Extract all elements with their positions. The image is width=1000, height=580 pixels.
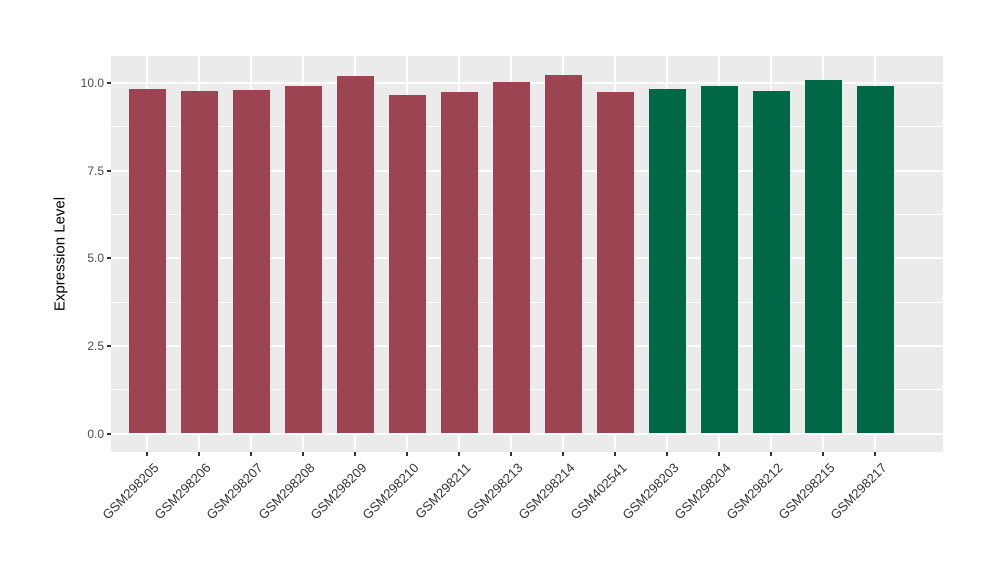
y-tick-label: 7.5: [87, 163, 104, 178]
x-tick-mark: [198, 452, 201, 456]
y-tick-mark: [107, 344, 111, 347]
bar-GSM298207: [233, 89, 270, 434]
y-tick-mark: [107, 169, 111, 172]
bar-GSM298215: [805, 80, 842, 434]
plot-panel: [111, 56, 943, 452]
y-tick-mark: [107, 257, 111, 260]
bar-GSM298211: [441, 92, 478, 434]
x-tick-mark: [822, 452, 825, 456]
y-tick-label: 10.0: [80, 76, 104, 90]
x-tick-mark: [562, 452, 565, 456]
x-tick-mark: [510, 452, 513, 456]
x-tick-mark: [406, 452, 409, 456]
y-tick-mark: [107, 432, 111, 435]
bar-GSM298212: [753, 91, 790, 434]
bar-GSM298213: [493, 82, 530, 434]
bar-GSM298205: [129, 88, 166, 434]
x-tick-mark: [250, 452, 253, 456]
y-tick-label: 0.0: [87, 426, 104, 441]
bar-GSM402541: [597, 91, 634, 434]
bar-GSM298206: [181, 90, 218, 434]
bar-GSM298217: [857, 85, 894, 434]
bar-GSM298208: [285, 86, 322, 434]
x-tick-mark: [302, 452, 305, 456]
x-tick-mark: [614, 452, 617, 456]
x-tick-mark: [770, 452, 773, 456]
bar-GSM298214: [545, 74, 582, 434]
y-tick-mark: [107, 82, 111, 84]
major-gridline: [111, 432, 943, 435]
bar-GSM298209: [337, 75, 374, 434]
y-tick-label: 5.0: [87, 251, 104, 266]
x-tick-mark: [354, 452, 357, 456]
x-tick-mark: [666, 452, 669, 456]
x-tick-mark: [146, 452, 149, 456]
x-tick-mark: [874, 452, 877, 456]
x-tick-mark: [718, 452, 721, 456]
y-tick-label: 2.5: [87, 338, 104, 353]
bar-GSM298204: [701, 86, 738, 434]
bar-GSM298210: [389, 94, 426, 434]
bar-GSM298203: [649, 88, 686, 434]
x-tick-mark: [458, 452, 461, 456]
